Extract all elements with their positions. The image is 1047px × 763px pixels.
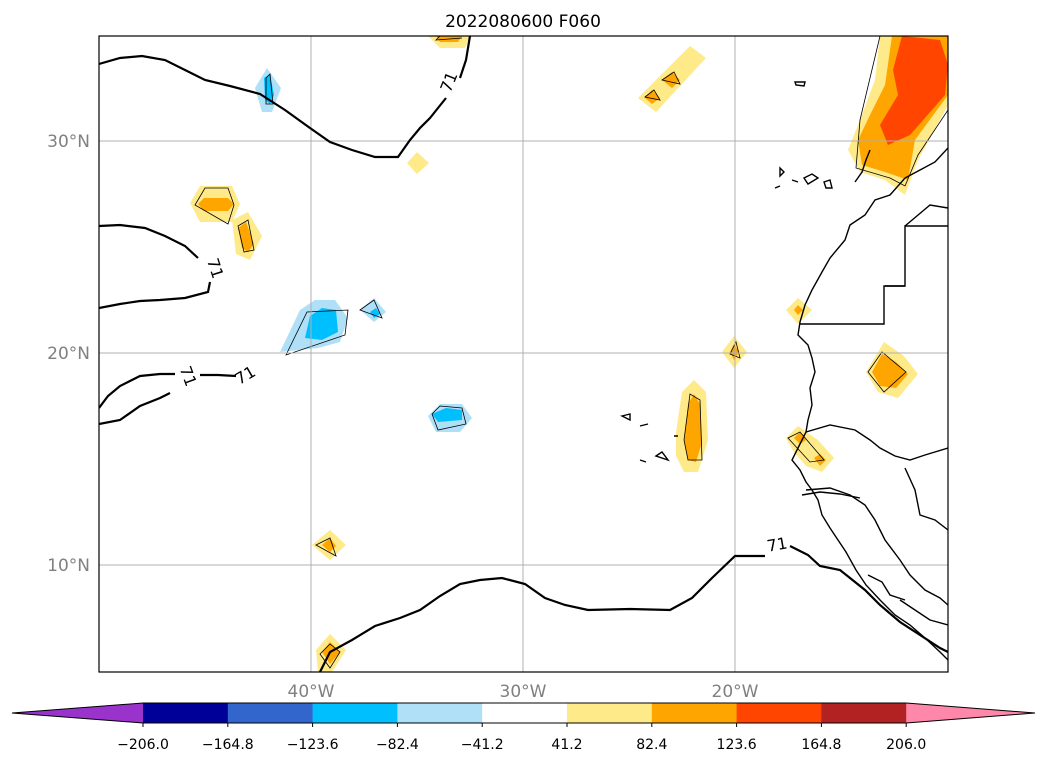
colorbar-tick-label: 41.2 [551, 737, 582, 753]
colorbar-segment [482, 703, 568, 723]
positive-region-small-dot [407, 152, 429, 174]
lon-label-20w: 20°W [712, 682, 759, 702]
colorbar-segment [567, 703, 653, 723]
colorbar: −206.0 −164.8 −123.6 −82.4 −41.2 41.2 82.4 123.… [11, 702, 1036, 753]
map-frame [98, 35, 949, 673]
thin-contour [237, 219, 255, 253]
thin-contour [315, 537, 337, 557]
colorbar-segment [227, 703, 314, 723]
positive-region-south-cell-core [322, 538, 336, 552]
thin-contour [434, 36, 463, 41]
thin-contours [194, 36, 948, 669]
colorbar-tick-label: 123.6 [717, 737, 757, 753]
thin-contour [660, 71, 681, 85]
canary-islands [774, 166, 833, 189]
border-guinea [805, 487, 948, 606]
border-mali [904, 467, 948, 531]
contour-label: 71 [765, 533, 788, 555]
lon-label-30w: 30°W [500, 682, 547, 702]
colorbar-tick-label: 164.8 [801, 737, 841, 753]
positive-region-inland-core [872, 354, 908, 388]
positive-region-north-cell-b [662, 72, 680, 88]
colorbar-tick-label: −164.8 [202, 737, 254, 753]
thin-contour [867, 351, 907, 393]
lon-label-40w: 40°W [288, 682, 335, 702]
positive-region-northeast-max [880, 36, 948, 145]
colorbar-segment [312, 703, 398, 723]
madeira [794, 81, 806, 87]
positive-region-north-cell-a [645, 90, 660, 104]
latitude-labels: 30°N 20°N 10°N [47, 132, 90, 576]
lat-label-10n: 10°N [47, 556, 90, 576]
contour-71-south [319, 545, 948, 672]
colorbar-extend-max [906, 703, 1035, 723]
thin-contour [319, 643, 341, 669]
contour-71-north [99, 36, 472, 159]
thin-contour [855, 36, 948, 187]
colorbar-segment [821, 703, 907, 723]
colorbar-tick-label: 82.4 [636, 737, 667, 753]
colorbar-segment [651, 703, 738, 723]
positive-region-west-cell-core [198, 198, 234, 211]
colorbar-tick-label: −82.4 [376, 737, 419, 753]
map-panel: 71 71 71 71 71 [98, 35, 949, 673]
thin-contour [194, 187, 235, 225]
contour-71-west-upper [99, 223, 212, 310]
longitude-labels: 40°W 30°W 20°W [288, 682, 759, 702]
positive-region-coast-north-core [794, 305, 803, 315]
map-title: 2022080600 F060 [445, 12, 601, 32]
colorbar-extend-min [12, 703, 143, 723]
morocco-coast [854, 149, 871, 183]
thin-contour [787, 431, 825, 463]
africa-coastline [791, 147, 948, 661]
negative-region-c-core [370, 308, 380, 318]
contour-71-west-lower [99, 372, 237, 426]
gridlines [99, 36, 948, 672]
colorbar-segment [143, 703, 229, 723]
map-content: 71 71 71 71 71 [99, 36, 948, 672]
negative-region-b-core [305, 308, 338, 340]
colorbar-tick-label: −123.6 [287, 737, 339, 753]
colorbar-tick-label: −41.2 [461, 737, 504, 753]
thin-contour [431, 405, 467, 431]
contour-lines-71 [99, 36, 948, 672]
thin-contour [265, 73, 274, 105]
negative-region-d-core [432, 408, 462, 422]
coastlines [619, 81, 948, 661]
border-gambia [801, 491, 861, 499]
thin-contour [644, 89, 661, 101]
border-morocco [885, 204, 948, 287]
colorbar-segment [736, 703, 822, 723]
border-liberia [899, 599, 948, 626]
thin-contour [683, 393, 703, 461]
positive-region-cape-verde-core [684, 394, 702, 462]
colorbar-tick-label: −206.0 [117, 737, 169, 753]
border-senegal [805, 424, 948, 461]
border-sierra-leone [867, 574, 906, 601]
cape-verde-islands [619, 413, 678, 463]
negative-region-a-core [264, 74, 274, 104]
thin-contour [359, 299, 383, 319]
lat-label-30n: 30°N [47, 132, 90, 152]
lat-label-20n: 20°N [47, 344, 90, 364]
colorbar-tick-label: 206.0 [886, 737, 926, 753]
colorbar-segment [397, 703, 483, 723]
thin-contour [285, 309, 349, 356]
